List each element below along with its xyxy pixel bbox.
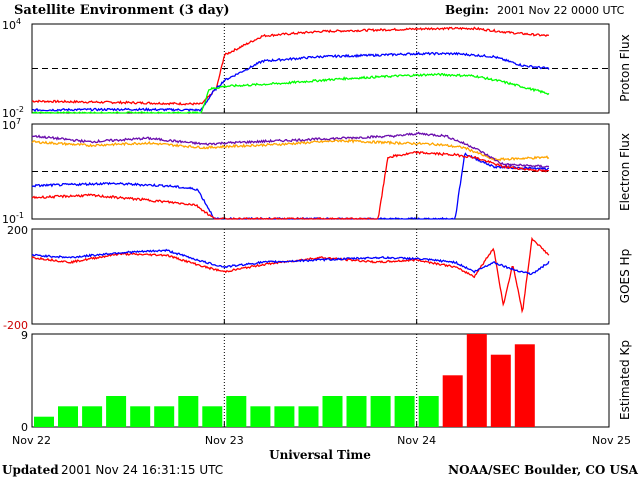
x-tick-label: Nov 24	[397, 434, 436, 447]
goes-series-1	[32, 248, 550, 276]
tick-base: 10	[2, 213, 16, 226]
kp-ytick-label: 0	[21, 421, 28, 434]
source-credit: NOAA/SEC Boulder, CO USA	[448, 463, 639, 477]
tick-exponent: 7	[16, 117, 21, 126]
electron-ylabel: Electron Flux	[618, 133, 632, 211]
goes-ytick-label: -200	[3, 319, 28, 332]
kp-bar	[106, 396, 127, 427]
tick-base: 10	[2, 119, 16, 132]
kp-ylabel: Estimated Kp	[618, 340, 632, 420]
kp-bar	[154, 406, 175, 427]
kp-bar	[466, 334, 487, 427]
x-tick-label: Nov 22	[12, 434, 51, 447]
goes-ytick-label: 200	[7, 224, 28, 237]
proton-series-0	[31, 26, 549, 106]
x-axis: Nov 22 Nov 23 Nov 24 Nov 25	[12, 108, 631, 447]
x-tick-label: Nov 25	[592, 434, 631, 447]
kp-bar	[274, 406, 295, 427]
kp-bar	[514, 344, 535, 427]
kp-ytick-label: 9	[21, 329, 28, 342]
kp-bar	[442, 375, 463, 427]
chart-title: Satellite Environment (3 day)	[14, 3, 229, 18]
goes-series-0	[31, 236, 550, 314]
proton-series-2	[31, 72, 550, 114]
tick-base: 10	[2, 19, 16, 32]
goes-ylabel: GOES Hp	[618, 249, 632, 303]
kp-panel-frame	[31, 333, 610, 428]
proton-series-1	[31, 51, 550, 113]
proton-ytick-label: 104	[2, 17, 21, 32]
tick-exponent: -2	[16, 105, 24, 114]
electron-ytick-label: 10-1	[2, 211, 24, 226]
electron-series-2	[31, 152, 550, 220]
x-tick-label: Nov 23	[205, 434, 244, 447]
kp-bar	[250, 406, 271, 427]
kp-bar	[418, 396, 439, 427]
kp-bar	[370, 396, 391, 427]
tick-exponent: -1	[16, 211, 24, 220]
kp-bar	[58, 406, 78, 427]
updated-value: 2001 Nov 24 16:31:15 UTC	[61, 463, 223, 477]
tick-base: 10	[2, 107, 16, 120]
goes-panel-frame	[31, 228, 610, 325]
proton-ytick-label: 10-2	[2, 105, 24, 120]
kp-bar	[226, 396, 247, 427]
goes-hp-panel: 200 -200	[3, 224, 610, 332]
proton-ylabel: Proton Flux	[618, 34, 632, 101]
kp-bar	[178, 396, 199, 427]
electron-series-1	[31, 131, 550, 168]
kp-bar	[346, 396, 367, 427]
kp-bar	[490, 354, 511, 427]
begin-value: 2001 Nov 22 0000 UTC	[497, 4, 625, 17]
kp-bar	[202, 406, 223, 427]
begin-label: Begin:	[445, 3, 489, 17]
electron-ytick-label: 107	[2, 117, 21, 132]
kp-bar	[82, 406, 103, 427]
updated-label: Updated	[2, 463, 59, 477]
kp-bar	[322, 396, 343, 427]
x-axis-title: Universal Time	[269, 448, 371, 462]
kp-bar	[34, 416, 54, 427]
electron-series-3	[31, 150, 550, 220]
kp-panel: 09	[21, 329, 610, 434]
electron-series-0	[31, 138, 550, 162]
kp-bar	[298, 406, 319, 427]
tick-exponent: 4	[16, 17, 21, 26]
kp-bar	[130, 406, 151, 427]
kp-bar	[394, 396, 415, 427]
